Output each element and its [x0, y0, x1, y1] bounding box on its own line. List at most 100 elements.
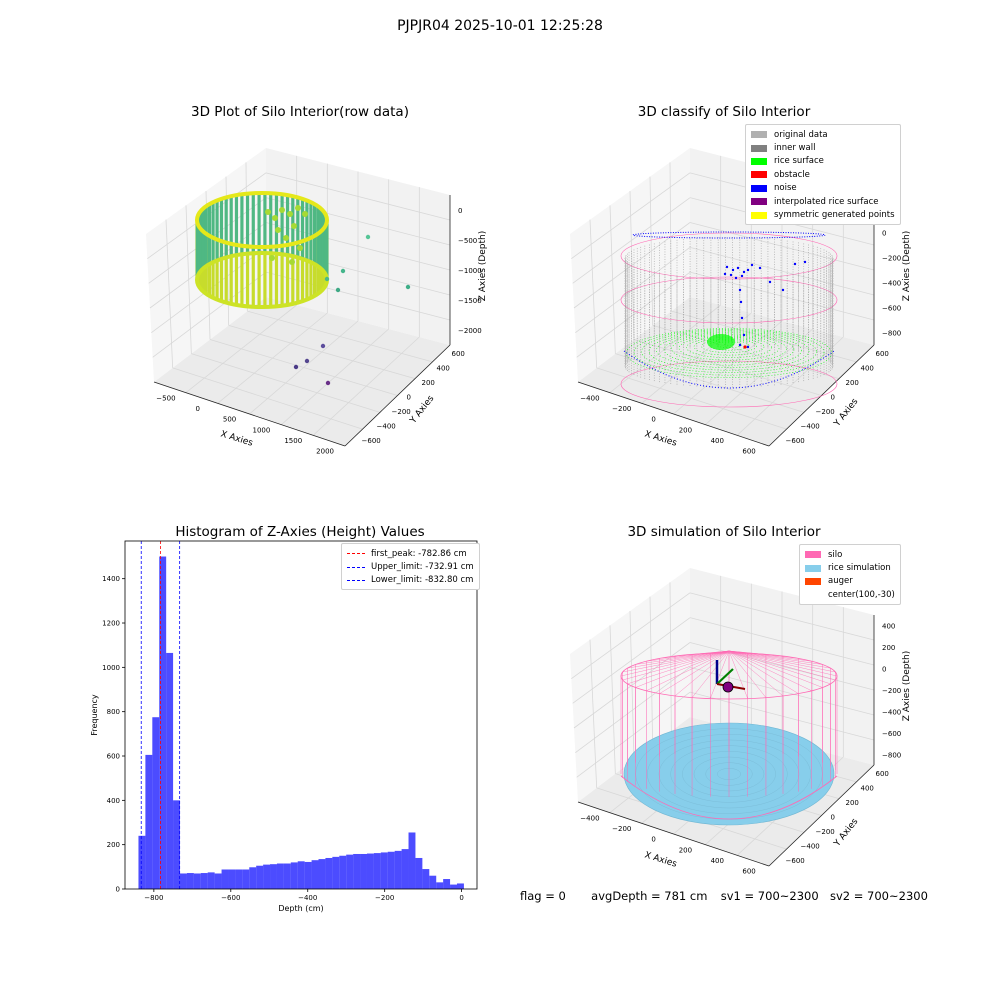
histogram-bar [242, 869, 250, 889]
legend-label: Lower_limit: -832.80 cm [371, 575, 474, 586]
histogram-bar [166, 652, 174, 889]
flag-value: flag = 0 [520, 889, 566, 903]
noise-top-band [632, 231, 826, 239]
z-tick-label: −200 [882, 687, 901, 695]
histogram-bar [450, 884, 457, 889]
x-tick-label: −400 [298, 894, 317, 902]
y-tick-label: −600 [786, 857, 805, 865]
silo-roof-line [622, 650, 730, 673]
scatter-point [291, 223, 297, 229]
histogram-bar [173, 800, 181, 889]
histogram-bar [304, 861, 312, 889]
y-axis-line [344, 344, 451, 447]
legend-label: obstacle [774, 169, 810, 180]
silo-roof-line [728, 650, 767, 698]
z-tick-label: −1000 [458, 267, 482, 275]
rice-grid-ring [658, 739, 800, 809]
noise-point [746, 268, 750, 272]
x-tick-label: 600 [742, 448, 755, 456]
noise-point [738, 288, 742, 292]
panel1-title: 3D Plot of Silo Interior(row data) [191, 104, 409, 120]
legend-label: silo [828, 549, 843, 560]
silo-roof-line [627, 650, 730, 669]
y-tick-label: −200 [816, 408, 835, 416]
grid-line [185, 205, 192, 354]
legend-label: Upper_limit: -732.91 cm [371, 562, 474, 573]
y-tick-label: 200 [846, 799, 859, 807]
grid-line [609, 205, 616, 354]
scatter-point [272, 215, 278, 221]
grid-line [629, 610, 635, 760]
back-right-pane [266, 148, 450, 345]
grid-line [575, 247, 691, 333]
panel1-ylabel: Y Axies [408, 394, 437, 427]
rice-surface-ring [656, 332, 802, 368]
histogram-bar [256, 865, 264, 889]
x-axis-line [577, 801, 770, 867]
panel2-tick-labels: −400−2000200400600−600−400−2000200400600… [580, 205, 901, 456]
silo-roof-line [728, 650, 799, 694]
histogram-bars [138, 556, 464, 889]
histogram-bar [360, 853, 367, 889]
histogram-bar [436, 882, 444, 889]
x-tick-label: 0 [651, 416, 655, 424]
grid-line [575, 667, 691, 753]
rice-grid-ring [682, 751, 776, 797]
panel4-tick-labels: −400−2000200400600−600−400−2000200400600… [580, 623, 901, 876]
histogram-xlabel: Depth (cm) [278, 904, 323, 913]
histogram-bar [318, 859, 326, 889]
legend-item-rice-surface: rice surface [751, 155, 895, 168]
z-tick-label: −800 [882, 330, 901, 338]
histogram-bar [456, 883, 464, 889]
status-footer: flag = 0 avgDepth = 781 cm sv1 = 700~230… [520, 889, 928, 903]
grid-line [572, 617, 691, 704]
scatter-point [365, 234, 371, 240]
panel4-ylabel: Y Axies [832, 817, 861, 850]
z-tick-label: −1500 [458, 297, 482, 305]
grid-line [247, 310, 433, 363]
grid-line [669, 162, 672, 312]
scatter-point [304, 358, 310, 364]
sv1-value: sv1 = 700~2300 [720, 889, 819, 903]
y-tick-label: −200 [816, 828, 835, 836]
silo-roof-line [710, 650, 730, 699]
y-tick-label: 400 [861, 785, 874, 793]
y-tick-label: −600 [786, 437, 805, 445]
z-tick-label: −400 [882, 280, 901, 288]
x-tick-label: 2000 [316, 448, 334, 456]
silo-roof-line [710, 650, 730, 654]
histogram-bar [373, 853, 381, 889]
y-tick-label: 1200 [102, 620, 120, 628]
silo-roof-line [728, 650, 831, 669]
silo-roof-line [728, 650, 766, 655]
noise-point [739, 300, 743, 304]
histogram-legend: first_peak: -782.86 cm Upper_limit: -732… [341, 543, 480, 591]
histogram-bar [200, 873, 208, 889]
grid-line [596, 367, 787, 430]
back-left-pane [570, 568, 690, 802]
scatter-point [275, 227, 281, 233]
grid-line [185, 304, 297, 393]
x-axis-line [153, 381, 346, 447]
histogram-bar [221, 869, 229, 889]
silo-roof-line [622, 650, 730, 681]
noise-point [758, 266, 762, 270]
histogram-bar [214, 873, 222, 889]
histogram-axes: −800 −600 −400 −200 0 0 200 400 600 800 1000 1200 14… [102, 540, 478, 902]
panel1-xlabel: X Axies [219, 429, 254, 448]
legend-label: rice simulation [828, 563, 891, 574]
panel4-silo-simulation [620, 650, 838, 826]
silo-roof-line [659, 650, 730, 694]
grid-line [641, 732, 752, 824]
legend-item-original-data: original data [751, 128, 895, 141]
scatter-point [289, 259, 295, 265]
rice-grid-ring [647, 734, 811, 814]
rice-grid-ring [693, 756, 765, 792]
grid-line [673, 320, 783, 415]
grid-line [245, 162, 248, 312]
z-tick-label: 400 [882, 623, 895, 631]
legend-swatch [751, 157, 767, 165]
legend-item-rice-simulation: rice simulation [805, 561, 895, 574]
z-tick-label: −800 [882, 751, 901, 759]
panel2-title: 3D classify of Silo Interior [637, 104, 811, 120]
